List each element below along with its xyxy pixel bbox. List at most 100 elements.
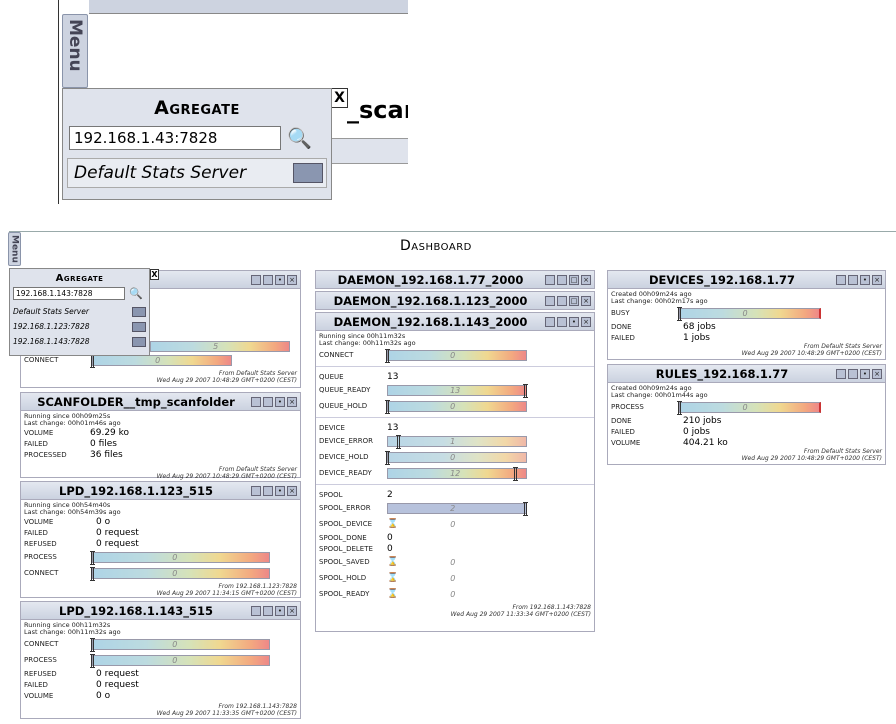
- server-item[interactable]: 192.168.1.123:7828: [10, 319, 149, 334]
- last-change: Last change: 00h02m17s ago: [611, 297, 708, 305]
- close-icon[interactable]: ×: [287, 396, 297, 407]
- refresh-icon[interactable]: [557, 274, 567, 285]
- refresh-icon[interactable]: [557, 316, 567, 327]
- stat-value: 69.29 ko: [90, 427, 130, 438]
- zoom-server-item[interactable]: Default Stats Server: [67, 158, 327, 188]
- created-since: Created 00h09m24s ago: [611, 290, 692, 298]
- stat-value: 0 request: [96, 668, 139, 679]
- panel-controls: □ ×: [545, 274, 591, 285]
- connect-bar: 0: [385, 348, 527, 363]
- stat-value: 36 files: [90, 449, 123, 460]
- device-ready-bar: 12: [387, 466, 527, 481]
- download-icon[interactable]: [132, 336, 146, 347]
- refresh-icon[interactable]: [848, 274, 858, 285]
- download-icon[interactable]: [251, 274, 261, 285]
- stat-value: 13: [387, 371, 399, 382]
- maximize-icon[interactable]: □: [569, 295, 579, 306]
- settings-icon[interactable]: •: [275, 485, 285, 496]
- server-label: 192.168.1.143:7828: [13, 337, 90, 346]
- stat-value: 0 files: [90, 438, 117, 449]
- connect-bar: 0: [90, 637, 270, 652]
- panel-title: DAEMON_192.168.1.143_2000: [333, 314, 528, 329]
- last-change: Last change: 00h01m44s ago: [611, 391, 708, 399]
- dashboard-title: Dashboard: [400, 238, 472, 254]
- zoom-close-button[interactable]: X: [331, 88, 348, 108]
- refresh-icon[interactable]: [848, 368, 858, 379]
- panel-title: SCANFOLDER__tmp_scanfolder: [37, 394, 235, 409]
- zoom-menu-tab[interactable]: Menu: [62, 14, 88, 88]
- close-icon[interactable]: ×: [581, 295, 591, 306]
- download-icon[interactable]: [836, 274, 846, 285]
- zoom-download-icon[interactable]: [293, 163, 323, 183]
- zoom-search-row: 🔍: [69, 126, 325, 150]
- bar-label: SPOOL_READY: [319, 590, 370, 598]
- spool-hold-marker: ⌛: [387, 573, 399, 583]
- download-icon[interactable]: [545, 274, 555, 285]
- spool-saved-marker: ⌛: [387, 557, 399, 567]
- panel-controls: • ×: [251, 605, 297, 616]
- stat-value: 2: [387, 489, 393, 500]
- settings-icon[interactable]: •: [275, 274, 285, 285]
- settings-icon[interactable]: •: [275, 605, 285, 616]
- agregate-close-button[interactable]: X: [150, 269, 159, 280]
- metric-bar: 5: [150, 340, 290, 352]
- close-icon[interactable]: ×: [872, 368, 882, 379]
- zoom-search-icon[interactable]: 🔍: [287, 126, 312, 150]
- stat-value: 0: [387, 532, 393, 543]
- download-icon[interactable]: [545, 316, 555, 327]
- running-since: Running since 00h54m40s: [24, 501, 111, 509]
- close-icon[interactable]: ×: [581, 316, 591, 327]
- stat-label: SPOOL_DELETE: [319, 544, 373, 553]
- download-icon[interactable]: [251, 485, 261, 496]
- panel-date: Wed Aug 29 2007 10:48:29 GMT+0200 (CEST): [741, 455, 882, 462]
- refresh-icon[interactable]: [263, 396, 273, 407]
- panel-date: Wed Aug 29 2007 11:33:35 GMT+0200 (CEST): [156, 710, 297, 717]
- download-icon[interactable]: [132, 321, 146, 332]
- server-item[interactable]: 192.168.1.143:7828: [10, 334, 149, 349]
- last-change: Last change: 00h11m32s ago: [319, 339, 416, 347]
- agregate-search-row: 🔍: [13, 287, 146, 300]
- agregate-search-input[interactable]: [13, 287, 125, 300]
- stat-value: 0 o: [96, 516, 111, 527]
- close-icon[interactable]: ×: [872, 274, 882, 285]
- close-icon[interactable]: ×: [287, 274, 297, 285]
- maximize-icon[interactable]: □: [569, 274, 579, 285]
- close-icon[interactable]: ×: [287, 605, 297, 616]
- stat-label: VOLUME: [24, 691, 54, 700]
- settings-icon[interactable]: •: [860, 368, 870, 379]
- close-icon[interactable]: ×: [287, 485, 297, 496]
- device-error-bar: 1: [387, 434, 527, 449]
- refresh-icon[interactable]: [263, 605, 273, 616]
- settings-icon[interactable]: •: [569, 316, 579, 327]
- server-label: 192.168.1.123:7828: [13, 322, 90, 331]
- stat-value: 0: [450, 573, 456, 583]
- panel-controls: • ×: [251, 485, 297, 496]
- dashboard-top-rule: [9, 231, 896, 232]
- zoom-search-input[interactable]: [69, 126, 281, 150]
- download-icon[interactable]: [836, 368, 846, 379]
- server-item[interactable]: Default Stats Server: [10, 304, 149, 319]
- spool-device-marker: ⌛: [387, 519, 399, 529]
- created-since: Created 00h09m24s ago: [611, 384, 692, 392]
- settings-icon[interactable]: •: [860, 274, 870, 285]
- refresh-icon[interactable]: [263, 274, 273, 285]
- bar-label: BUSY: [611, 309, 630, 317]
- stat-value: 0: [450, 557, 456, 567]
- refresh-icon[interactable]: [263, 485, 273, 496]
- download-icon[interactable]: [251, 396, 261, 407]
- stat-value: 0: [450, 589, 456, 599]
- search-icon[interactable]: 🔍: [129, 287, 143, 300]
- stat-value: 0 request: [96, 527, 139, 538]
- stat-value: 1 jobs: [683, 332, 710, 343]
- close-icon[interactable]: ×: [581, 274, 591, 285]
- bar-label: CONNECT: [24, 569, 59, 577]
- download-icon[interactable]: [132, 306, 146, 317]
- refresh-icon[interactable]: [557, 295, 567, 306]
- download-icon[interactable]: [251, 605, 261, 616]
- panel-daemon-143: DAEMON_192.168.1.143_2000 • × Running sin…: [315, 312, 595, 632]
- dashboard-menu-label: Menu: [9, 235, 20, 263]
- download-icon[interactable]: [545, 295, 555, 306]
- bar-label: PROCESS: [611, 403, 644, 411]
- dashboard-menu-tab[interactable]: Menu: [8, 232, 21, 266]
- settings-icon[interactable]: •: [275, 396, 285, 407]
